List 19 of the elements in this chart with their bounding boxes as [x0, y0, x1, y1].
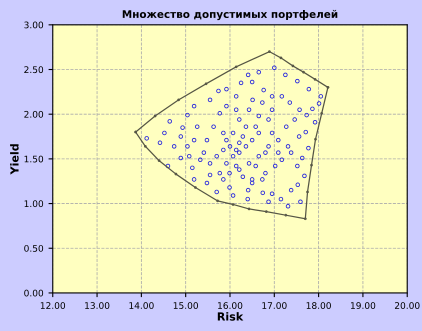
y-tick-label: 2.00	[24, 110, 44, 118]
x-tick-label: 19.00	[350, 302, 376, 309]
x-tick-label: 20.00	[394, 302, 420, 309]
x-tick-label: 12.00	[40, 302, 66, 309]
x-tick-label: 14.00	[129, 302, 154, 309]
y-tick-label: 3.00	[24, 22, 44, 28]
x-tick-label: 13.00	[85, 302, 110, 309]
y-tick-label: 0.50	[24, 244, 44, 252]
y-tick-label: 1.00	[24, 200, 44, 208]
x-tick-label: 18.00	[306, 302, 331, 309]
chart-title: Множество допустимых портфелей	[122, 10, 338, 20]
x-tick-label: 16.00	[218, 302, 242, 309]
x-tick-label: 17.00	[262, 302, 287, 309]
y-tick-label: 2.50	[24, 66, 44, 74]
x-tick-label: 15.00	[174, 302, 198, 309]
y-axis-title: Yield	[10, 144, 19, 175]
y-tick-label: 1.50	[24, 156, 44, 162]
y-tick-label: 0.00	[24, 290, 44, 296]
x-axis-title: Risk	[218, 312, 244, 321]
